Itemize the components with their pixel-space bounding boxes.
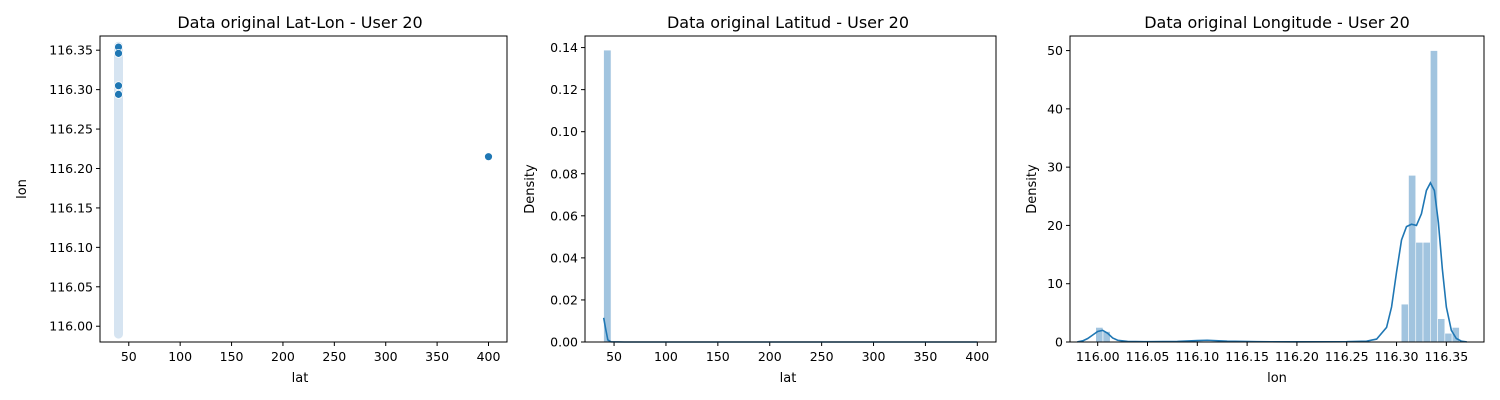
y-tick-label: 116.30	[49, 82, 93, 97]
histogram-bar	[1430, 50, 1438, 343]
x-tick-label: 400	[477, 349, 501, 364]
histogram-bar	[1400, 303, 1409, 343]
plot-area: 50 100 150 200 250 300 350 400 116.00 116.05 116.1…	[49, 41, 501, 364]
y-tick-label: 0.02	[550, 292, 578, 307]
plot-area: 116.00 116.05 116.10 116.15 116.20 116.25 116.…	[1047, 43, 1468, 364]
plot-frame	[584, 35, 997, 343]
x-tick-label: 250	[322, 349, 346, 364]
y-tick-label: 116.00	[49, 319, 93, 334]
y-tick-label: 116.20	[49, 161, 93, 176]
x-tick-label: 350	[425, 349, 449, 364]
histogram-bar	[1437, 318, 1446, 343]
y-tick-label: 0.06	[550, 208, 578, 223]
scatter-point	[114, 48, 123, 58]
x-axis-label: lat	[292, 371, 309, 386]
scatter-point	[484, 152, 493, 162]
y-tick-label: 116.05	[49, 279, 93, 294]
y-tick-label: 50	[1047, 43, 1063, 58]
x-tick-label: 116.30	[1375, 349, 1419, 364]
histogram-bar	[1444, 332, 1453, 343]
x-tick-label: 116.00	[1076, 349, 1120, 364]
y-tick-label: 0	[1055, 335, 1063, 350]
panel-longitude: Data original Longitude - User 20 lon De…	[1025, 13, 1485, 386]
plot-area: 50 100 150 200 250 300 350 400 0.00 0.02 0.04 0.06 0…	[550, 40, 989, 364]
y-tick-label: 0.08	[550, 166, 578, 181]
y-tick-label: 116.35	[49, 43, 93, 58]
histogram-bar	[1095, 327, 1104, 343]
x-tick-label: 116.10	[1175, 349, 1219, 364]
y-tick-label: 40	[1047, 101, 1063, 116]
y-tick-label: 10	[1047, 276, 1063, 291]
histogram-bar	[1415, 242, 1424, 343]
x-tick-label: 116.15	[1225, 349, 1269, 364]
x-tick-label: 50	[606, 349, 622, 364]
x-tick-label: 200	[271, 349, 295, 364]
x-tick-label: 100	[654, 349, 678, 364]
y-tick-label: 20	[1047, 218, 1063, 233]
panel-latitude: Data original Latitud - User 20 lat Dens…	[523, 13, 997, 386]
x-axis-label: lon	[1267, 371, 1287, 386]
kde-curve	[602, 317, 978, 343]
chart-title: Data original Lat-Lon - User 20	[177, 13, 422, 32]
histogram-bar	[1422, 242, 1431, 343]
scatter-point	[114, 89, 123, 99]
kde-curve	[1077, 181, 1467, 343]
x-tick-label: 350	[913, 349, 937, 364]
x-tick-label: 200	[758, 349, 782, 364]
x-tick-label: 300	[862, 349, 886, 364]
y-axis-label: Density	[1025, 164, 1040, 214]
x-tick-label: 250	[810, 349, 834, 364]
x-tick-label: 116.35	[1424, 349, 1468, 364]
y-tick-label: 116.15	[49, 200, 93, 215]
x-tick-label: 100	[168, 349, 192, 364]
x-tick-label: 116.05	[1126, 349, 1170, 364]
x-axis-label: lat	[780, 371, 797, 386]
y-tick-label: 0.10	[550, 124, 578, 139]
x-tick-label: 50	[121, 349, 137, 364]
plot-frame	[99, 35, 508, 343]
y-tick-label: 0.00	[550, 335, 578, 350]
chart-title: Data original Latitud - User 20	[667, 13, 909, 32]
histogram-bar	[1408, 175, 1417, 343]
x-tick-label: 116.25	[1325, 349, 1369, 364]
chart-title: Data original Longitude - User 20	[1144, 13, 1410, 32]
y-tick-label: 0.04	[550, 250, 578, 265]
plot-frame	[1069, 35, 1485, 343]
y-tick-label: 30	[1047, 160, 1063, 175]
x-tick-label: 116.20	[1275, 349, 1319, 364]
y-tick-label: 116.10	[49, 240, 93, 255]
y-tick-label: 0.14	[550, 40, 578, 55]
x-tick-label: 400	[965, 349, 989, 364]
y-tick-label: 116.25	[49, 122, 93, 137]
x-tick-label: 150	[706, 349, 730, 364]
y-tick-label: 0.12	[550, 82, 578, 97]
x-tick-label: 300	[374, 349, 398, 364]
histogram-bar	[603, 49, 612, 343]
y-axis-label: lon	[15, 179, 30, 199]
panel-lat-lon: Data original Lat-Lon - User 20 lat lon …	[15, 13, 508, 386]
scatter-point	[114, 81, 123, 91]
x-tick-label: 150	[220, 349, 244, 364]
y-axis-label: Density	[523, 164, 538, 214]
